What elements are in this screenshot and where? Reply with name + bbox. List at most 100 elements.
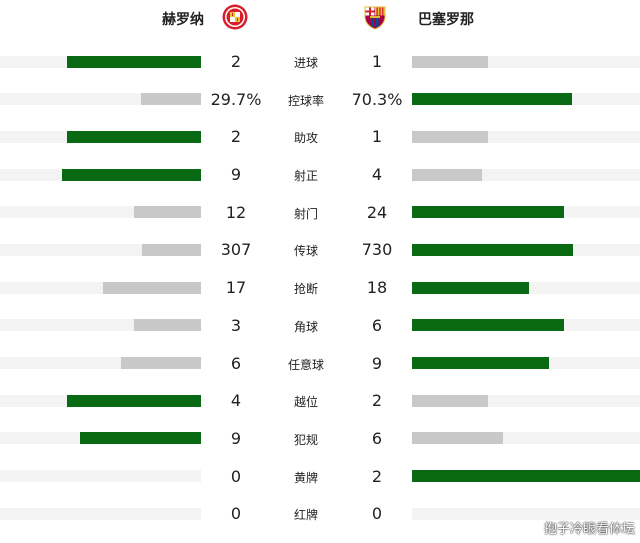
stat-row: 0 黄牌 2: [0, 458, 640, 496]
home-bar: [141, 243, 201, 256]
away-bar-track: [412, 93, 640, 106]
home-bar-track: [0, 93, 201, 106]
stat-label: 进球: [293, 56, 318, 70]
stat-label: 射正: [293, 169, 318, 184]
away-value: 24: [366, 202, 388, 222]
home-bar: [61, 168, 201, 181]
stat-row: 2 进球 1: [0, 43, 640, 81]
home-value: 12: [225, 202, 247, 222]
home-bar-track: [0, 394, 201, 407]
home-value: 29.7%: [210, 89, 262, 109]
away-value: 2: [371, 391, 383, 411]
match-header: 赫罗纳 巴塞罗那: [0, 0, 640, 40]
stat-label: 助攻: [293, 131, 318, 146]
home-bar: [67, 130, 201, 143]
stat-row: 4 越位 2: [0, 382, 640, 420]
home-value: 9: [230, 165, 242, 185]
home-bar-track: [0, 470, 201, 483]
stat-row: 9 射正 4: [0, 156, 640, 194]
stat-row: 17 抢断 18: [0, 269, 640, 307]
away-value: 6: [371, 428, 383, 448]
home-bar-track: [0, 168, 201, 181]
away-team-name: 巴塞罗那: [418, 12, 474, 28]
barcelona-crest-icon: [364, 6, 386, 30]
stat-label: 黄牌: [293, 470, 318, 485]
home-value: 2: [230, 127, 242, 147]
home-value: 2: [230, 52, 242, 71]
away-bar: [412, 357, 549, 369]
home-bar: [120, 357, 201, 369]
away-bar: [412, 319, 564, 332]
away-bar-track: [412, 130, 640, 143]
away-bar: [412, 394, 488, 407]
stat-row: 29.7% 控球率 70.3%: [0, 81, 640, 119]
away-value: 9: [371, 353, 383, 373]
stat-label: 控球率: [287, 93, 324, 108]
home-bar: [80, 432, 201, 445]
home-team-name: 赫罗纳: [162, 12, 204, 28]
watermark: 抱子冷眼看体坛: [543, 522, 635, 537]
home-bar-track: [0, 507, 201, 520]
away-value: 1: [371, 127, 383, 147]
away-bar-track: [412, 243, 640, 256]
home-value: 0: [230, 466, 242, 486]
away-bar-track: [412, 319, 640, 332]
girona-crest-icon: [222, 4, 248, 30]
stat-row: 2 助攻 1: [0, 118, 640, 156]
away-bar-track: [412, 55, 640, 68]
away-bar-track: [412, 394, 640, 407]
home-value: 0: [230, 504, 242, 524]
stat-label: 任意球: [287, 357, 324, 372]
home-bar: [141, 93, 201, 106]
away-bar: [412, 470, 640, 483]
away-bar: [412, 55, 488, 68]
home-value: 17: [225, 278, 247, 298]
away-value: 4: [371, 165, 383, 185]
stat-row: 6 任意球 9: [0, 345, 640, 383]
away-bar-track: [412, 470, 640, 483]
stat-row: 3 角球 6: [0, 307, 640, 345]
home-value: 3: [230, 315, 242, 335]
away-bar-track: [412, 357, 640, 369]
away-value: 1: [371, 52, 383, 71]
away-bar: [412, 206, 564, 219]
stat-label: 犯规: [293, 432, 318, 447]
stat-label: 越位: [293, 395, 318, 410]
away-bar-track: [412, 507, 640, 520]
stat-label: 传球: [293, 244, 318, 259]
home-bar-track: [0, 432, 201, 445]
stat-row: 307 传球 730: [0, 231, 640, 269]
away-bar: [412, 168, 483, 181]
away-bar: [412, 281, 530, 294]
away-value: 2: [371, 466, 383, 486]
away-bar-track: [412, 281, 640, 294]
stats-comparison-chart: 2 进球 1 29.7% 控球率 70.3% 2 助攻 1 9 射正 4 12 射门 24 307 传球 730 1…: [0, 43, 640, 533]
away-value: 6: [371, 315, 383, 335]
away-bar-track: [412, 432, 640, 445]
home-bar-track: [0, 243, 201, 256]
stat-row: 9 犯规 6: [0, 420, 640, 458]
home-bar: [67, 55, 201, 68]
stat-label: 角球: [293, 319, 318, 334]
home-value: 9: [230, 428, 242, 448]
away-bar: [412, 243, 573, 256]
away-bar: [412, 130, 488, 143]
home-bar: [134, 206, 201, 219]
away-bar: [412, 93, 573, 106]
home-value: 307: [220, 240, 252, 260]
away-bar-track: [412, 206, 640, 219]
home-value: 6: [230, 353, 242, 373]
away-value: 18: [366, 278, 388, 298]
home-bar-track: [0, 357, 201, 369]
stat-label: 红牌: [293, 508, 318, 523]
away-value: 0: [371, 504, 383, 524]
stat-row: 0 红牌 0: [0, 495, 640, 533]
stat-row: 12 射门 24: [0, 194, 640, 232]
home-bar: [103, 281, 201, 294]
away-bar: [412, 432, 504, 445]
home-bar: [67, 394, 201, 407]
home-bar-track: [0, 281, 201, 294]
stat-label: 抢断: [293, 282, 318, 297]
home-bar-track: [0, 130, 201, 143]
away-bar-track: [412, 168, 640, 181]
